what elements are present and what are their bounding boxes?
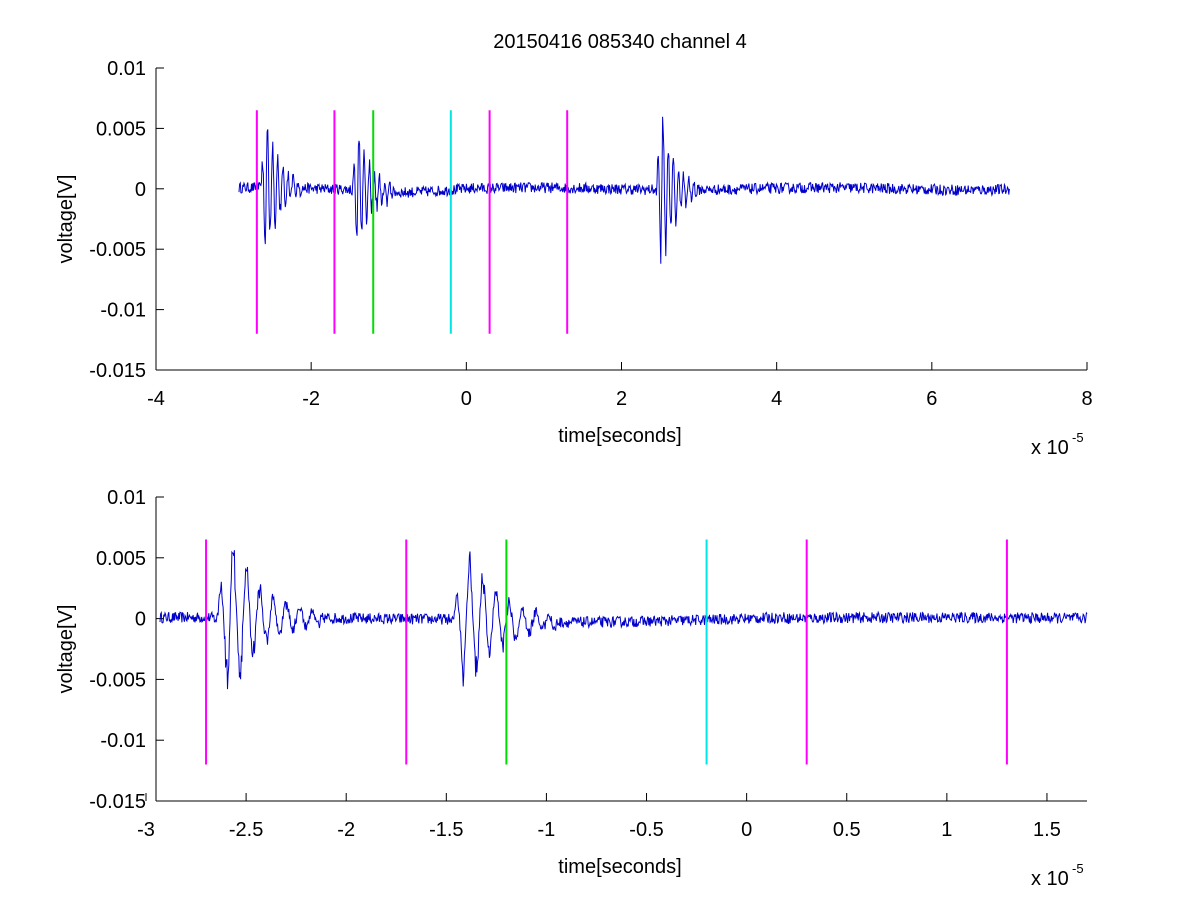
- x-tick-label: 6: [926, 388, 937, 410]
- figure-title: 20150416 085340 channel 4: [493, 31, 747, 53]
- x-axis-label: time[seconds]: [558, 856, 681, 878]
- x-tick-label: 1.5: [1033, 819, 1061, 841]
- signal-line: [238, 116, 1010, 264]
- y-tick-label: 0: [135, 179, 146, 201]
- x-tick-label: -4: [147, 388, 165, 410]
- x-tick-label: 0: [741, 819, 752, 841]
- y-tick-label: 0.005: [96, 118, 146, 140]
- x-tick-label: -2: [337, 819, 355, 841]
- bottom-plot: -0.015 -0.01 -0.005 0 0.005 0.01 -3 -2.5 -2 -1.5 -…: [55, 487, 1088, 890]
- y-tick-label: -0.015: [89, 360, 146, 382]
- y-tick-label: 0.01: [107, 487, 146, 509]
- y-tick-label: 0.01: [107, 58, 146, 80]
- x-tick-label: 0.5: [833, 819, 861, 841]
- x-exponent-power: -5: [1072, 430, 1084, 445]
- x-exponent-label: x 10: [1031, 868, 1069, 890]
- y-tick-label: -0.005: [89, 239, 146, 261]
- y-tick-label: -0.01: [100, 730, 146, 752]
- top-plot: -0.015 -0.01 -0.005 0 0.005 0.01 -4 -2 0 2 4 6 8 time…: [55, 58, 1093, 459]
- x-exponent-power: -5: [1072, 861, 1084, 876]
- x-exponent-label: x 10: [1031, 437, 1069, 459]
- x-tick-label: -1: [538, 819, 556, 841]
- x-tick-label: 1: [941, 819, 952, 841]
- x-tick-label: -2.5: [229, 819, 263, 841]
- y-tick-label: -0.01: [100, 300, 146, 322]
- x-tick-label: -1.5: [429, 819, 463, 841]
- y-tick-label: 0.005: [96, 548, 146, 570]
- x-tick-label: 8: [1081, 388, 1092, 410]
- x-axis-label: time[seconds]: [558, 425, 681, 447]
- signal-line: [159, 550, 1088, 690]
- x-tick-label: 0: [461, 388, 472, 410]
- y-tick-label: 0: [135, 609, 146, 631]
- y-axis-label: voltage[V]: [55, 175, 77, 264]
- y-axis-label: voltage[V]: [55, 605, 77, 694]
- x-tick-label: -2: [302, 388, 320, 410]
- x-tick-label: 2: [616, 388, 627, 410]
- x-tick-label: 4: [771, 388, 782, 410]
- x-tick-label: -0.5: [629, 819, 663, 841]
- y-tick-label: -0.005: [89, 669, 146, 691]
- y-tick-label: -0.015: [89, 791, 146, 813]
- x-tick-label: -3: [137, 819, 155, 841]
